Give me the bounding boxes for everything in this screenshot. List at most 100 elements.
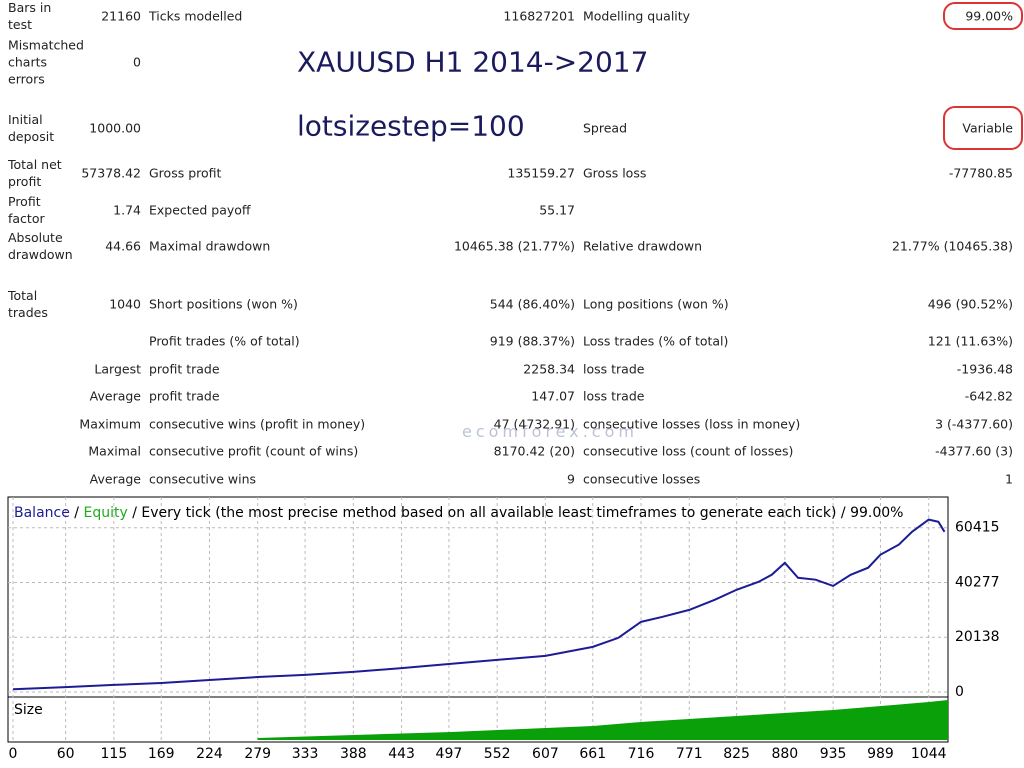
report-label: Relative drawdown (583, 238, 703, 254)
x-tick-label: 989 (867, 746, 894, 762)
x-tick-label: 607 (532, 746, 559, 762)
report-value: 496 (90.52%) (927, 296, 1013, 312)
report-value: -642.82 (964, 388, 1013, 404)
x-tick-label: 497 (436, 746, 463, 762)
report-label: consecutive profit (count of wins) (149, 443, 359, 459)
report-value: 21.77% (10465.38) (891, 238, 1013, 254)
report-value: 1000.00 (89, 120, 141, 136)
x-tick-label: 935 (820, 746, 847, 762)
report-label: Mismatched charts errors (8, 37, 84, 87)
x-tick-label: 825 (723, 746, 750, 762)
report-label: Profit trades (% of total) (149, 333, 300, 349)
report-value: 116827201 (503, 8, 575, 24)
x-tick-label: 388 (340, 746, 367, 762)
report-label: Modelling quality (583, 8, 691, 24)
y-tick-label: 60415 (955, 520, 1000, 536)
report-value: 1 (1005, 471, 1013, 487)
report-value: -1936.48 (956, 361, 1013, 377)
chart-subtitle: / Every tick (the most precise method ba… (132, 505, 903, 521)
report-label: Maximal (88, 443, 141, 459)
report: XAUUSD H1 2014->2017 lotsizestep=100 eco… (8, 0, 1023, 487)
report-value: 99.00% (965, 8, 1013, 24)
report-label: loss trade (583, 388, 645, 404)
legend-separator: / (74, 505, 79, 521)
report-value: 544 (86.40%) (489, 296, 575, 312)
report-value: 121 (11.63%) (927, 333, 1013, 349)
report-label: Total trades (8, 288, 48, 320)
report-label: Short positions (won %) (149, 296, 298, 312)
x-tick-label: 333 (292, 746, 319, 762)
report-value: 57378.42 (81, 165, 141, 181)
x-tick-label: 0 (9, 746, 18, 762)
report-value: Variable (962, 120, 1013, 136)
x-tick-label: 60 (57, 746, 75, 762)
x-tick-label: 552 (484, 746, 511, 762)
report-value: 47 (4732.91) (493, 416, 575, 432)
overlay-title: XAUUSD H1 2014->2017 (297, 45, 649, 79)
report-value: 919 (88.37%) (489, 333, 575, 349)
report-label: Bars in test (8, 0, 52, 32)
report-label: loss trade (583, 361, 645, 377)
report-label: consecutive wins (149, 471, 257, 487)
report-value: 1.74 (113, 202, 141, 218)
report-label: consecutive losses (loss in money) (583, 416, 801, 432)
report-label: Initial deposit (8, 112, 55, 144)
report-label: Loss trades (% of total) (583, 333, 729, 349)
report-label: Maximum (79, 416, 141, 432)
report-value: 9 (567, 471, 575, 487)
report-label: Largest (94, 361, 141, 377)
report-label: consecutive losses (583, 471, 701, 487)
balance-line (12, 518, 946, 691)
highlight-circle (943, 2, 1023, 30)
report-value: -4377.60 (3) (935, 443, 1013, 459)
x-tick-label: 661 (579, 746, 606, 762)
x-tick-label: 115 (101, 746, 128, 762)
report-label: Gross profit (149, 165, 222, 181)
report-label: Ticks modelled (149, 8, 243, 24)
plot-frame (7, 496, 949, 743)
legend-entry: Equity (83, 505, 127, 521)
x-tick-label: 169 (148, 746, 175, 762)
report-value: -77780.85 (948, 165, 1013, 181)
report-label: profit trade (149, 388, 220, 404)
overlay-note: lotsizestep=100 (297, 109, 525, 143)
report-value: 135159.27 (507, 165, 575, 181)
report-label: consecutive wins (profit in money) (149, 416, 366, 432)
report-value: 55.17 (539, 202, 575, 218)
report-label: Long positions (won %) (583, 296, 729, 312)
report-value: 44.66 (105, 238, 141, 254)
x-tick-label: 279 (244, 746, 271, 762)
chart-header: Balance / Equity / Every tick (the most … (14, 505, 903, 521)
report-label: Spread (583, 120, 628, 136)
x-tick-label: 443 (388, 746, 415, 762)
highlight-circle (943, 106, 1023, 150)
report-label: Gross loss (583, 165, 647, 181)
report-value: 147.07 (531, 388, 575, 404)
y-tick-label: 0 (955, 684, 964, 700)
report-label: consecutive loss (count of losses) (583, 443, 794, 459)
watermark: ecomforex.com (462, 422, 638, 441)
report-label: Average (89, 471, 141, 487)
report-label: profit trade (149, 361, 220, 377)
size-area (257, 700, 949, 740)
x-tick-label: 771 (676, 746, 703, 762)
x-tick-label: 716 (628, 746, 655, 762)
report-value: 8170.42 (20) (493, 443, 575, 459)
x-tick-label: 880 (771, 746, 798, 762)
report-label: Profit factor (8, 194, 45, 226)
y-tick-label: 40277 (955, 574, 1000, 590)
y-tick-label: 20138 (955, 629, 1000, 645)
report-label: Average (89, 388, 141, 404)
x-tick-label: 224 (196, 746, 223, 762)
size-label: Size (14, 702, 43, 718)
legend-entry: Balance (14, 505, 70, 521)
x-tick-label: 1044 (911, 746, 947, 762)
report-label: Maximal drawdown (149, 238, 271, 254)
report-value: 0 (133, 54, 141, 70)
report-value: 21160 (101, 8, 141, 24)
report-value: 1040 (109, 296, 141, 312)
report-label: Expected payoff (149, 202, 251, 218)
report-value: 3 (-4377.60) (935, 416, 1013, 432)
report-value: 10465.38 (21.77%) (453, 238, 575, 254)
